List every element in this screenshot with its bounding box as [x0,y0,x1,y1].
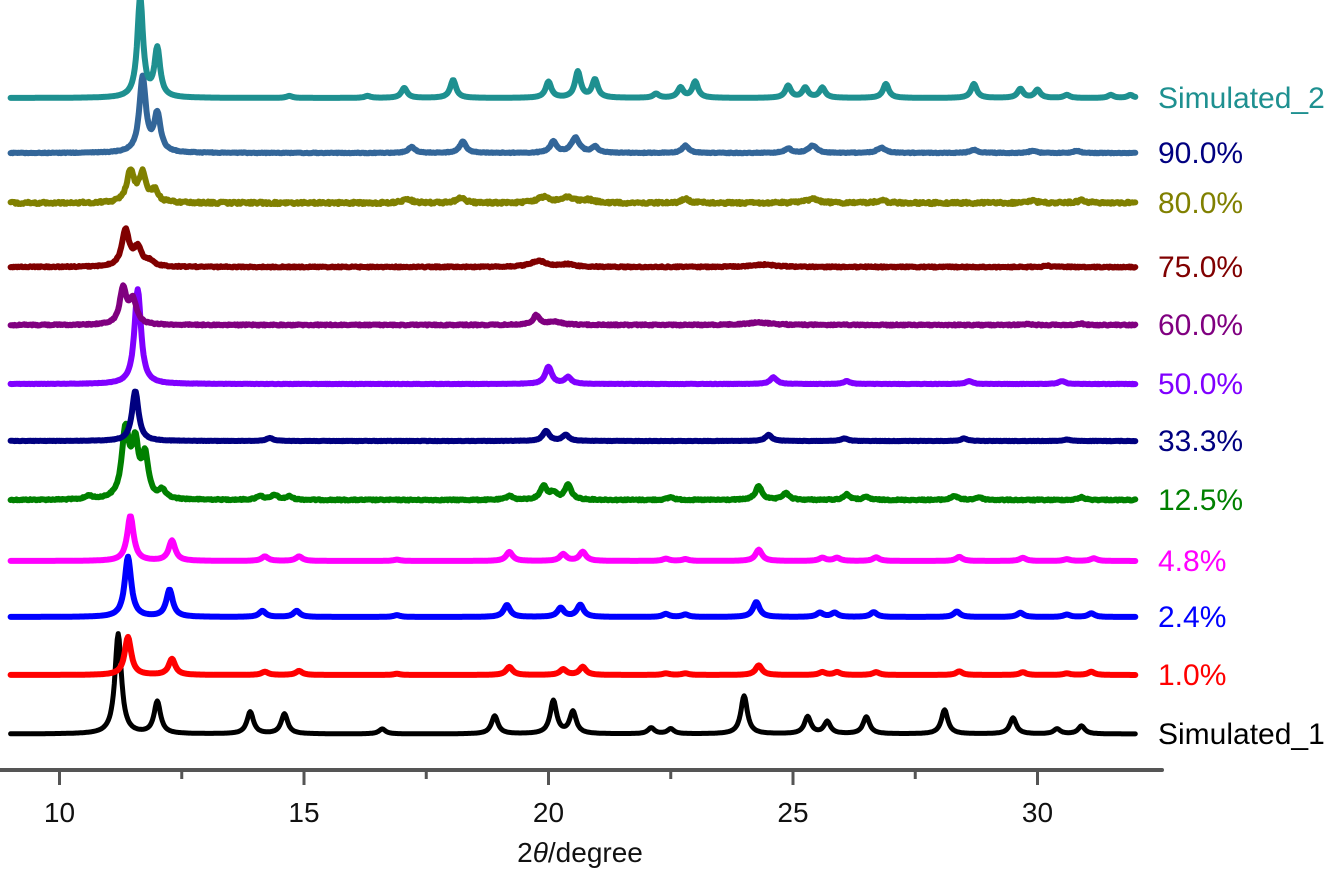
series-trace [7,166,1139,208]
trace-group [7,0,1139,737]
tick-label: 20 [533,797,564,828]
series-label: 90.0% [1158,137,1243,170]
series-label-group: Simulated_1 1.0% 2.4% 4.8% 12.5% 33.3% 50.0% 60… [1158,82,1325,751]
series-label: Simulated_1 [1158,718,1325,751]
series-trace [8,631,1138,737]
series-trace [7,420,1139,504]
series-trace [7,513,1139,564]
series-trace [7,72,1139,157]
series-label: 33.3% [1158,425,1243,458]
series-label: 1.0% [1158,659,1226,692]
series-label: 80.0% [1158,187,1243,220]
tick-label: 15 [288,797,319,828]
tick-label: 10 [44,797,75,828]
x-axis-title: 2θ/degree [517,837,643,868]
series-trace [7,0,1139,101]
series-trace [7,388,1139,445]
series-label: 60.0% [1158,309,1243,342]
series-label: 2.4% [1158,601,1226,634]
series-trace [7,286,1139,388]
series-label: 12.5% [1158,484,1243,517]
series-trace [7,633,1139,678]
series-trace [7,282,1139,329]
series-label: 75.0% [1158,251,1243,284]
series-label: 50.0% [1158,368,1243,401]
series-trace [7,225,1139,271]
x-axis: 10 15 20 25 30 [0,768,1164,828]
tick-label: 25 [777,797,808,828]
x-axis-ticks: 10 15 20 25 30 [44,770,1053,828]
tick-label: 30 [1022,797,1053,828]
series-trace [7,553,1139,620]
series-label: 4.8% [1158,545,1226,578]
series-label: Simulated_2 [1158,82,1325,115]
